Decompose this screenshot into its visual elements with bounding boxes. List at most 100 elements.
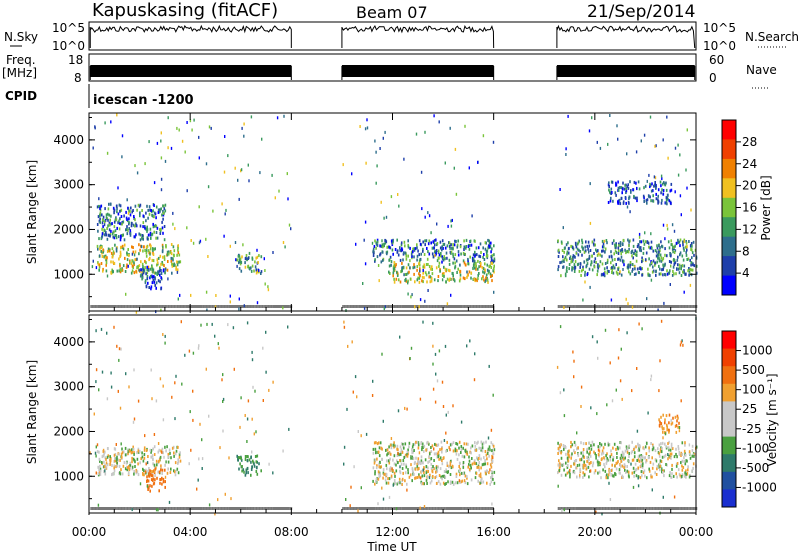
ground-scatter-cell <box>94 507 97 510</box>
ground-scatter-cell <box>363 305 365 308</box>
scatter-cell <box>429 452 431 456</box>
scatter-cell <box>108 221 111 225</box>
scatter-cell <box>178 260 180 264</box>
scatter-cell <box>640 455 642 459</box>
scatter-cell <box>683 474 686 478</box>
noise-cell <box>563 508 565 512</box>
scatter-cell <box>409 266 411 270</box>
ground-scatter-cell <box>173 507 176 510</box>
scatter-cell <box>601 449 604 453</box>
noise-cell <box>103 223 106 227</box>
scatter-cell <box>109 460 112 464</box>
scatter-cell <box>162 217 164 221</box>
scatter-cell <box>452 247 454 251</box>
scatter-cell <box>638 459 641 463</box>
noise-cell <box>441 278 444 282</box>
noise-cell <box>432 321 434 325</box>
scatter-cell <box>612 446 614 450</box>
noise-cell <box>617 137 619 141</box>
scatter-cell <box>649 182 651 186</box>
noise-cell <box>609 361 611 365</box>
scatter-cell <box>460 480 462 484</box>
xtick-label: 00:00 <box>679 525 714 539</box>
scatter-cell <box>387 459 390 463</box>
scatter-cell <box>482 267 485 270</box>
noise-cell <box>636 367 638 370</box>
scatter-cell <box>146 204 148 208</box>
ground-scatter-cell <box>345 507 347 510</box>
scatter-cell <box>434 243 436 247</box>
scatter-cell <box>485 276 487 280</box>
scatter-cell <box>601 262 604 266</box>
scatter-cell <box>647 273 650 277</box>
scatter-cell <box>569 255 572 259</box>
ground-scatter-cell <box>477 507 479 510</box>
scatter-cell <box>692 466 694 470</box>
scatter-cell <box>459 480 461 484</box>
scatter-cell <box>388 461 391 465</box>
ground-scatter-cell <box>270 305 273 308</box>
scatter-cell <box>692 462 695 466</box>
scatter-cell <box>441 450 443 454</box>
noise-cell <box>355 242 357 246</box>
ground-scatter-cell <box>648 507 651 510</box>
scatter-cell <box>454 449 457 453</box>
scatter-cell <box>141 277 143 281</box>
scatter-cell <box>609 455 612 459</box>
ground-scatter-cell <box>459 507 461 510</box>
scatter-cell <box>236 258 238 262</box>
scatter-cell <box>110 202 112 206</box>
colorbar-swatch <box>722 383 736 402</box>
scatter-cell <box>607 441 609 445</box>
scatter-cell <box>470 243 473 247</box>
scatter-cell <box>663 181 665 185</box>
scatter-cell <box>573 270 576 273</box>
scatter-cell <box>142 225 144 229</box>
scatter-cell <box>646 476 648 480</box>
scatter-cell <box>162 210 164 213</box>
noise-cell <box>422 468 424 472</box>
scatter-cell <box>477 273 479 277</box>
scatter-cell <box>664 183 667 187</box>
scatter-cell <box>645 251 648 255</box>
nsky-trace <box>89 24 292 49</box>
scatter-cell <box>624 464 626 468</box>
scatter-cell <box>593 252 595 255</box>
scatter-cell <box>488 471 490 475</box>
noise-cell <box>117 389 119 393</box>
scatter-cell <box>460 451 462 454</box>
scatter-cell <box>620 186 623 190</box>
scatter-cell <box>685 250 687 254</box>
scatter-cell <box>131 264 134 268</box>
scatter-cell <box>560 456 563 460</box>
noise-cell <box>129 210 131 213</box>
scatter-cell <box>240 458 243 462</box>
scatter-cell <box>611 180 614 184</box>
ground-scatter-cell <box>487 305 490 308</box>
scatter-cell <box>472 259 474 263</box>
scatter-cell <box>401 266 403 270</box>
ground-scatter-cell <box>132 305 135 308</box>
ground-scatter-cell <box>431 305 434 308</box>
scatter-cell <box>403 462 405 466</box>
scatter-cell <box>616 461 619 465</box>
scatter-cell <box>128 465 130 469</box>
ground-scatter-cell <box>415 305 417 308</box>
ground-scatter-cell <box>673 305 675 308</box>
scatter-cell <box>477 246 480 250</box>
scatter-cell <box>247 257 249 260</box>
noise-cell <box>164 159 167 163</box>
noise-cell <box>474 239 476 243</box>
scatter-cell <box>403 273 405 277</box>
ground-scatter-cell <box>374 507 376 510</box>
noise-cell <box>175 374 177 378</box>
scatter-cell <box>667 457 669 461</box>
scatter-cell <box>493 264 495 268</box>
ground-scatter-cell <box>361 305 364 308</box>
scatter-cell <box>389 272 391 275</box>
noise-cell <box>343 320 345 324</box>
scatter-cell <box>687 465 689 469</box>
scatter-cell <box>416 278 419 282</box>
scatter-cell <box>623 463 626 467</box>
scatter-cell <box>146 229 148 233</box>
